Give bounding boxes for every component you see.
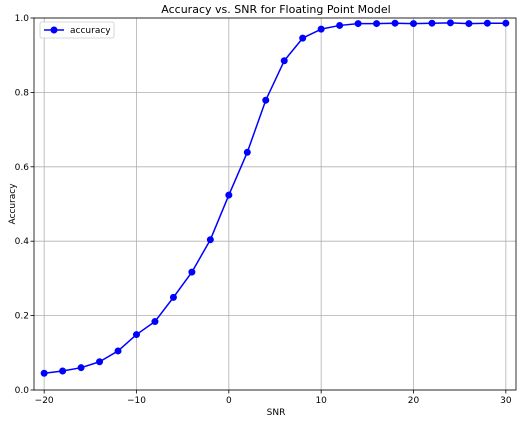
data-point (77, 364, 85, 372)
data-point (502, 19, 510, 27)
data-point (280, 57, 288, 65)
data-point (391, 19, 399, 27)
y-tick-label: 1.0 (15, 14, 30, 24)
data-point (317, 25, 325, 33)
x-tick-label: 20 (408, 396, 420, 406)
data-point (225, 191, 233, 199)
axis-ticks: −20 −10 0 10 20 30 0.0 0.2 0.4 0.6 0.8 1.0 (15, 14, 512, 406)
data-point (96, 358, 104, 366)
y-tick-label: 0.0 (15, 386, 30, 396)
y-tick-label: 0.8 (15, 88, 30, 98)
series-line-accuracy (44, 22, 506, 375)
data-point (262, 96, 270, 104)
data-point (483, 19, 491, 27)
x-axis-label: SNR (267, 408, 286, 418)
data-point (446, 19, 454, 27)
data-point (410, 20, 418, 28)
chart-title: Accuracy vs. SNR for Floating Point Mode… (161, 3, 390, 16)
data-point (373, 20, 381, 28)
legend-box (39, 21, 115, 39)
y-tick-label: 0.6 (15, 163, 30, 173)
series (40, 19, 510, 377)
x-tick-label: −20 (35, 396, 54, 406)
data-point (132, 331, 140, 339)
plot-frame (33, 17, 517, 391)
data-point (59, 367, 67, 375)
legend: accuracy (39, 21, 115, 39)
x-tick-label: 10 (315, 396, 327, 406)
y-axis-label: Accuracy (8, 183, 18, 225)
data-point (465, 20, 473, 28)
data-point (354, 20, 362, 28)
data-point (114, 347, 122, 355)
x-tick-label: 0 (226, 396, 232, 406)
x-tick-label: −10 (127, 396, 146, 406)
legend-label: accuracy (70, 26, 111, 36)
y-tick-label: 0.2 (15, 312, 29, 322)
legend-marker (50, 26, 58, 34)
data-point (40, 369, 48, 377)
data-point (169, 293, 177, 301)
data-point (428, 19, 436, 27)
data-point (188, 268, 196, 276)
x-tick-label: 30 (500, 396, 512, 406)
data-point (243, 148, 251, 156)
grid (34, 17, 516, 391)
y-tick-label: 0.4 (15, 237, 30, 247)
data-point (206, 236, 214, 244)
data-point (336, 21, 344, 29)
data-point (151, 318, 159, 326)
data-point (299, 34, 307, 42)
